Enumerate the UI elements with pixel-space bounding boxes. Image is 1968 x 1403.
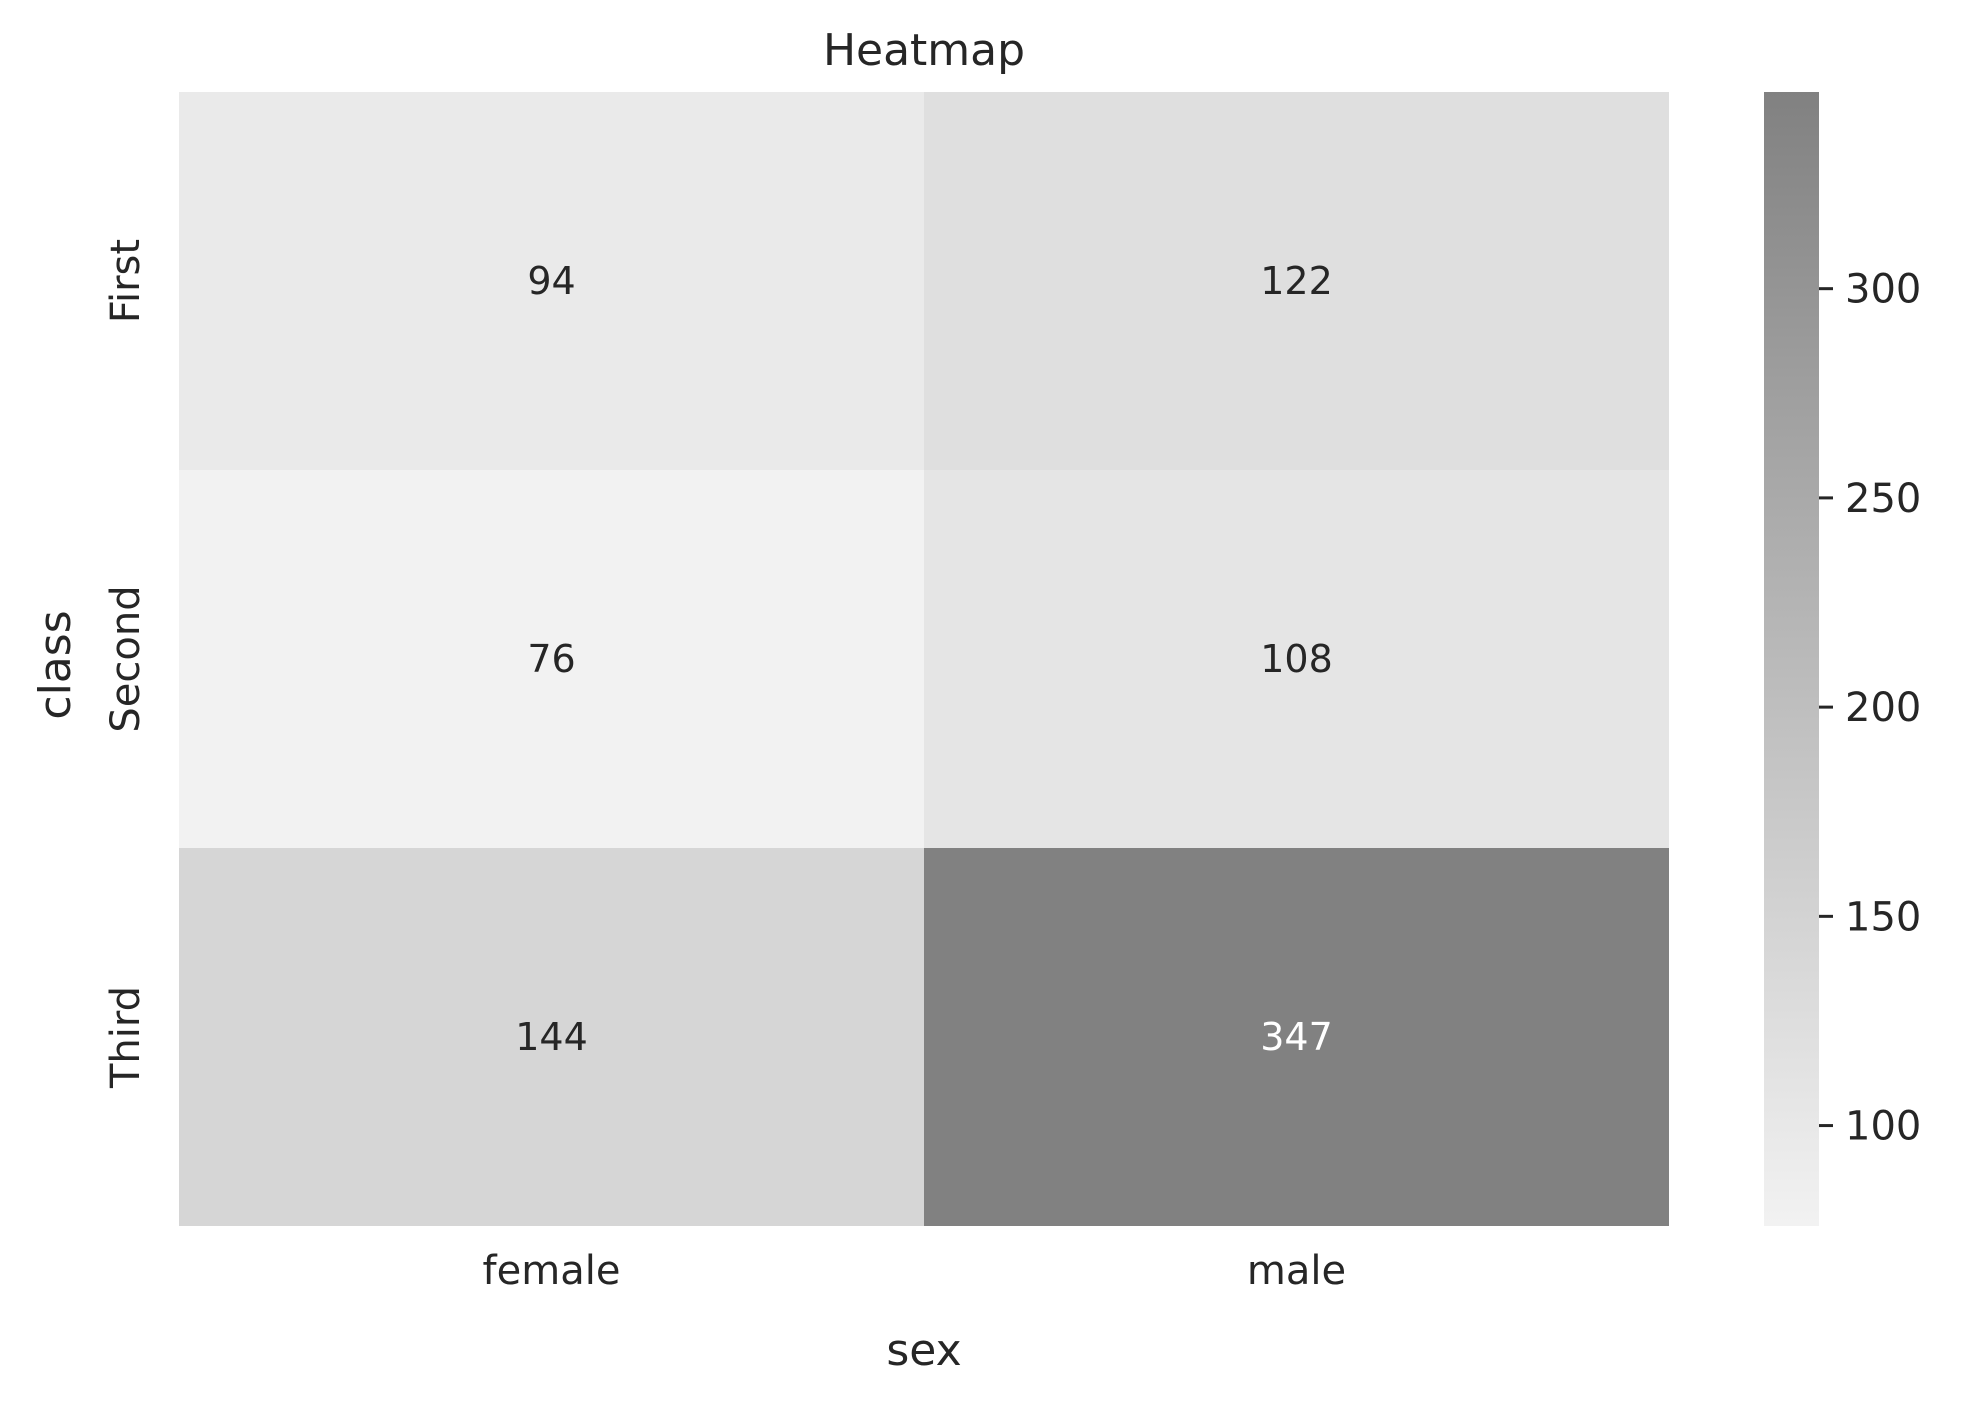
x-axis-ticks: female male (483, 1248, 1347, 1294)
x-tick-label: male (1247, 1248, 1346, 1294)
heatmap-cell-label: 108 (1260, 637, 1333, 681)
y-tick-label: First (103, 239, 149, 323)
colorbar-tick-label: 250 (1845, 476, 1921, 522)
colorbar (1764, 92, 1819, 1226)
y-axis-ticks: First Second Third (103, 239, 149, 1089)
heatmap-cell-labels: 94 122 76 108 144 347 (515, 259, 1333, 1059)
colorbar-tick-label: 300 (1845, 267, 1921, 313)
heatmap-cell (179, 848, 924, 1226)
y-tick-label: Second (103, 585, 149, 732)
y-tick-label: Third (103, 986, 149, 1089)
x-tick-label: female (483, 1248, 621, 1294)
colorbar-tick-label: 150 (1845, 894, 1921, 940)
heatmap-cell (179, 470, 924, 848)
heatmap-cell-label: 347 (1260, 1015, 1333, 1059)
colorbar-tick-label: 100 (1845, 1104, 1921, 1150)
x-axis-label: sex (886, 1325, 961, 1376)
heatmap-cell-label: 144 (515, 1015, 588, 1059)
heatmap-cell (924, 470, 1669, 848)
heatmap-cell (924, 92, 1669, 470)
y-axis-label: class (30, 610, 81, 719)
heatmap-cell-label: 122 (1260, 259, 1333, 303)
heatmap-cell-label: 94 (527, 259, 575, 303)
colorbar-tick-label: 200 (1845, 685, 1921, 731)
heatmap-cell (924, 848, 1669, 1226)
heatmap-cell (179, 92, 924, 470)
heatmap-cells (179, 92, 1669, 1226)
colorbar-ticks: 100 150 200 250 300 (1819, 267, 1921, 1150)
heatmap-cell-label: 76 (527, 637, 575, 681)
chart-title: Heatmap (823, 25, 1025, 76)
